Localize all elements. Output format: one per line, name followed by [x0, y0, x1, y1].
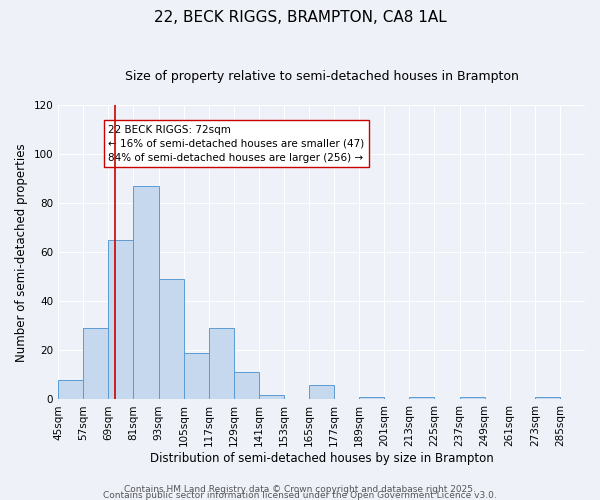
- Bar: [58, 380, 83, 400]
- Bar: [359, 397, 385, 400]
- Bar: [309, 384, 334, 400]
- Bar: [83, 328, 109, 400]
- Text: Contains HM Land Registry data © Crown copyright and database right 2025.: Contains HM Land Registry data © Crown c…: [124, 484, 476, 494]
- Bar: [109, 240, 133, 400]
- Title: Size of property relative to semi-detached houses in Brampton: Size of property relative to semi-detach…: [125, 70, 518, 83]
- Bar: [184, 353, 209, 400]
- Bar: [409, 397, 434, 400]
- X-axis label: Distribution of semi-detached houses by size in Brampton: Distribution of semi-detached houses by …: [150, 452, 493, 465]
- Bar: [535, 397, 560, 400]
- Y-axis label: Number of semi-detached properties: Number of semi-detached properties: [15, 143, 28, 362]
- Text: 22, BECK RIGGS, BRAMPTON, CA8 1AL: 22, BECK RIGGS, BRAMPTON, CA8 1AL: [154, 10, 446, 25]
- Bar: [259, 394, 284, 400]
- Bar: [158, 279, 184, 400]
- Bar: [209, 328, 234, 400]
- Bar: [234, 372, 259, 400]
- Bar: [460, 397, 485, 400]
- Text: Contains public sector information licensed under the Open Government Licence v3: Contains public sector information licen…: [103, 490, 497, 500]
- Text: 22 BECK RIGGS: 72sqm
← 16% of semi-detached houses are smaller (47)
84% of semi-: 22 BECK RIGGS: 72sqm ← 16% of semi-detac…: [109, 124, 365, 162]
- Bar: [133, 186, 158, 400]
